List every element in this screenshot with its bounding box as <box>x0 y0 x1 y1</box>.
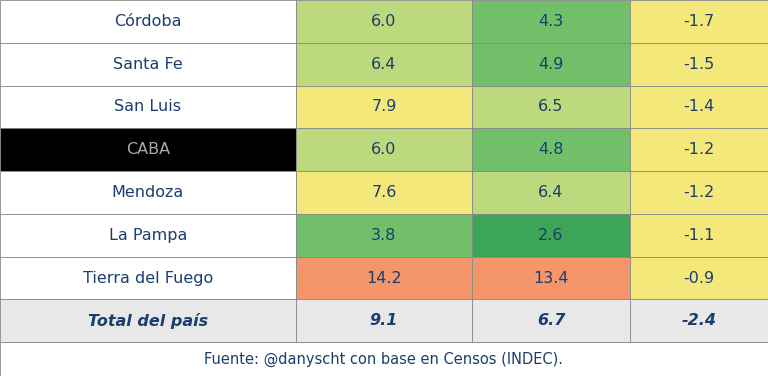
Bar <box>472 299 630 342</box>
Text: Santa Fe: Santa Fe <box>113 57 183 72</box>
Bar <box>630 0 768 43</box>
Text: -2.4: -2.4 <box>681 313 717 328</box>
Bar <box>296 256 472 299</box>
Text: 4.9: 4.9 <box>538 57 564 72</box>
Bar <box>0 299 296 342</box>
Bar <box>0 128 296 171</box>
Text: -1.2: -1.2 <box>684 185 714 200</box>
Bar <box>296 171 472 214</box>
Bar <box>630 128 768 171</box>
Text: Fuente: @danyscht con base en Censos (INDEC).: Fuente: @danyscht con base en Censos (IN… <box>204 352 564 367</box>
Text: -1.5: -1.5 <box>684 57 714 72</box>
Bar <box>630 171 768 214</box>
Bar <box>630 256 768 299</box>
Text: 3.8: 3.8 <box>371 228 397 243</box>
Bar <box>472 43 630 86</box>
Bar <box>0 85 296 128</box>
Text: -1.2: -1.2 <box>684 142 714 157</box>
Text: 4.8: 4.8 <box>538 142 564 157</box>
Bar <box>630 85 768 128</box>
Text: -1.4: -1.4 <box>684 99 714 114</box>
Bar <box>296 128 472 171</box>
Bar <box>472 171 630 214</box>
Text: -0.9: -0.9 <box>684 270 714 285</box>
Bar <box>0 256 296 299</box>
Text: 2.6: 2.6 <box>538 228 564 243</box>
Bar <box>0 214 296 256</box>
Bar <box>296 43 472 86</box>
Text: 9.1: 9.1 <box>370 313 398 328</box>
Bar <box>630 214 768 256</box>
Bar <box>0 171 296 214</box>
Bar <box>472 214 630 256</box>
Bar <box>472 256 630 299</box>
Text: San Luis: San Luis <box>114 99 181 114</box>
Text: Mendoza: Mendoza <box>111 185 184 200</box>
Text: 6.0: 6.0 <box>371 142 397 157</box>
Text: 13.4: 13.4 <box>533 270 569 285</box>
Bar <box>472 128 630 171</box>
Bar <box>472 85 630 128</box>
Text: 4.3: 4.3 <box>538 14 564 29</box>
Bar <box>296 85 472 128</box>
Text: Total del país: Total del país <box>88 313 208 329</box>
Text: 6.4: 6.4 <box>538 185 564 200</box>
Bar <box>472 0 630 43</box>
Text: 6.7: 6.7 <box>537 313 565 328</box>
Text: 7.6: 7.6 <box>371 185 397 200</box>
Bar <box>0 0 296 43</box>
Bar <box>0 43 296 86</box>
Bar <box>296 214 472 256</box>
Text: 6.5: 6.5 <box>538 99 564 114</box>
Bar <box>296 0 472 43</box>
Text: Córdoba: Córdoba <box>114 14 181 29</box>
Text: La Pampa: La Pampa <box>108 228 187 243</box>
Bar <box>296 299 472 342</box>
Bar <box>630 43 768 86</box>
Text: 14.2: 14.2 <box>366 270 402 285</box>
Text: 6.0: 6.0 <box>371 14 397 29</box>
Bar <box>630 299 768 342</box>
Text: 7.9: 7.9 <box>371 99 397 114</box>
Text: Tierra del Fuego: Tierra del Fuego <box>83 270 213 285</box>
Text: -1.1: -1.1 <box>684 228 714 243</box>
Text: CABA: CABA <box>126 142 170 157</box>
Bar <box>0 342 768 376</box>
Text: -1.7: -1.7 <box>684 14 714 29</box>
Text: 6.4: 6.4 <box>371 57 397 72</box>
